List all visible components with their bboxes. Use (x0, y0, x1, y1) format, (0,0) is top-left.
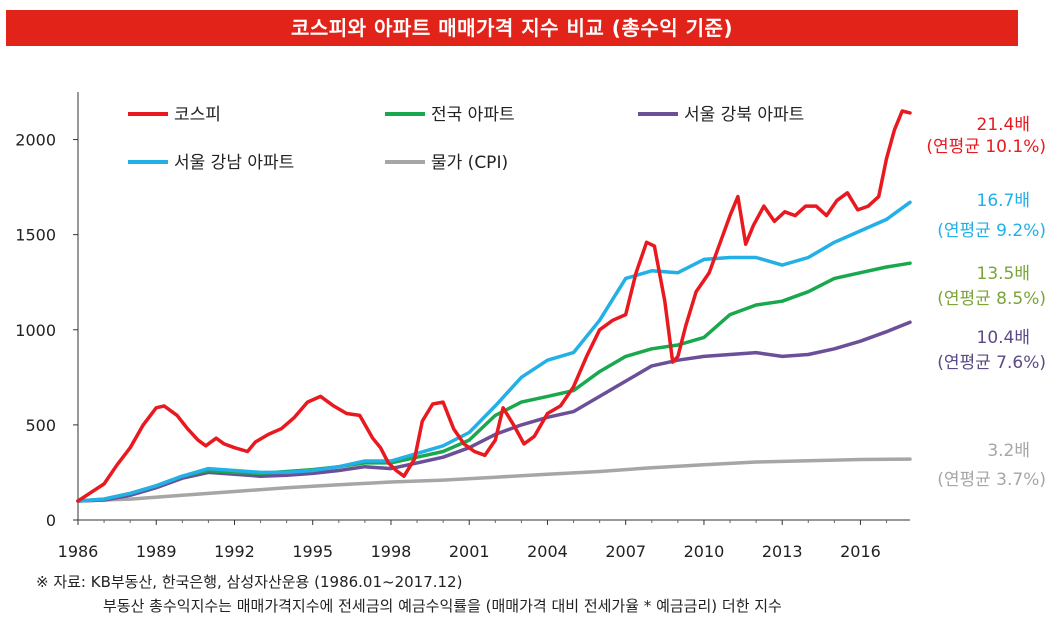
legend-label: 코스피 (174, 105, 221, 125)
end-label-annual: (연평균 10.1%) (926, 137, 1046, 157)
y-tick-label: 0 (46, 511, 56, 530)
x-tick-label: 1992 (214, 542, 255, 561)
x-tick-label: 1995 (292, 542, 333, 561)
end-label-multiple: 3.2배 (987, 441, 1030, 461)
x-tick-label: 2001 (449, 542, 490, 561)
legend-label: 서울 강북 아파트 (684, 105, 804, 125)
source-note: ※ 자료: KB부동산, 한국은행, 삼성자산운용 (1986.01~2017.… (36, 573, 463, 591)
x-tick-label: 2010 (684, 542, 725, 561)
method-note: 부동산 총수익지수는 매매가격지수에 전세금의 예금수익률을 (매매가격 대비 … (103, 597, 782, 615)
end-label-annual: (연평균 7.6%) (937, 353, 1046, 373)
title-banner: 코스피와 아파트 매매가격 지수 비교 (총수익 기준) (6, 10, 1018, 46)
legend-label: 물가 (CPI) (431, 153, 508, 173)
legend-label: 서울 강남 아파트 (174, 153, 294, 173)
end-label-multiple: 13.5배 (977, 264, 1031, 284)
x-tick-label: 2004 (527, 542, 568, 561)
chart-title: 코스피와 아파트 매매가격 지수 비교 (총수익 기준) (290, 16, 734, 40)
x-tick-label: 2007 (605, 542, 646, 561)
series-line-3 (76, 320, 912, 503)
x-tick-label: 1989 (136, 542, 177, 561)
y-tick-label: 2000 (15, 131, 56, 150)
y-tick-label: 500 (25, 416, 56, 435)
y-tick-label: 1500 (15, 226, 56, 245)
end-label-multiple: 21.4배 (977, 115, 1031, 135)
x-tick-label: 1986 (58, 542, 99, 561)
end-label-annual: (연평균 8.5%) (937, 289, 1046, 309)
series-line-5 (76, 457, 912, 503)
series-line-4 (76, 200, 912, 503)
x-tick-label: 2016 (840, 542, 881, 561)
x-tick-label: 2013 (762, 542, 803, 561)
end-label-annual: (연평균 9.2%) (937, 221, 1046, 241)
series-line-1 (76, 109, 912, 503)
legend-label: 전국 아파트 (431, 105, 515, 125)
x-tick-label: 1998 (371, 542, 412, 561)
y-tick-label: 1000 (15, 321, 56, 340)
end-label-annual: (연평균 3.7%) (937, 470, 1046, 490)
end-label-multiple: 16.7배 (977, 191, 1031, 211)
series-line-2 (76, 261, 912, 503)
end-label-multiple: 10.4배 (977, 328, 1031, 348)
